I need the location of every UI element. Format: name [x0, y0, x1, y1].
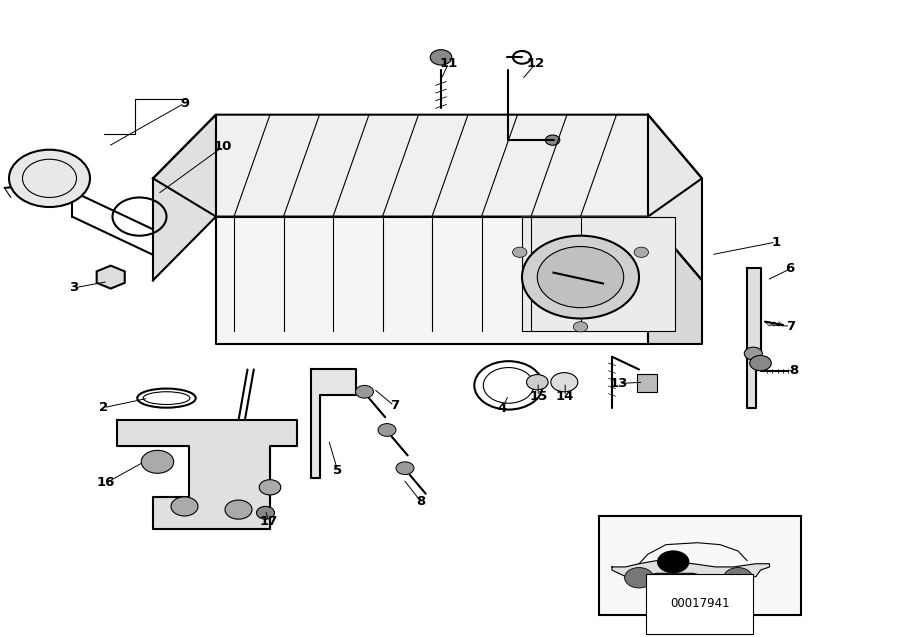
- Polygon shape: [522, 217, 675, 331]
- Text: 11: 11: [439, 57, 457, 70]
- Circle shape: [657, 550, 689, 573]
- Circle shape: [512, 247, 526, 257]
- Circle shape: [537, 247, 624, 308]
- Polygon shape: [153, 115, 216, 280]
- Text: 16: 16: [97, 476, 115, 489]
- Circle shape: [171, 497, 198, 516]
- Text: 17: 17: [259, 515, 277, 527]
- Polygon shape: [310, 369, 356, 478]
- Text: 10: 10: [214, 140, 232, 153]
- Text: 5: 5: [333, 464, 342, 476]
- Circle shape: [259, 480, 281, 495]
- Circle shape: [573, 322, 588, 332]
- FancyBboxPatch shape: [598, 516, 801, 615]
- Polygon shape: [117, 420, 297, 529]
- Text: 3: 3: [69, 282, 78, 294]
- Circle shape: [396, 462, 414, 475]
- Circle shape: [625, 568, 653, 588]
- Text: 1: 1: [771, 236, 780, 248]
- Polygon shape: [747, 268, 760, 408]
- Circle shape: [356, 385, 373, 398]
- Text: 15: 15: [529, 390, 547, 403]
- Text: 7: 7: [786, 320, 795, 333]
- Circle shape: [256, 506, 274, 519]
- Circle shape: [225, 500, 252, 519]
- Circle shape: [430, 50, 452, 65]
- Polygon shape: [153, 115, 702, 217]
- Circle shape: [545, 135, 560, 145]
- Text: 6: 6: [786, 262, 795, 275]
- Text: 7: 7: [390, 399, 399, 412]
- Circle shape: [551, 373, 578, 392]
- Bar: [637, 374, 657, 392]
- Circle shape: [750, 355, 771, 371]
- Polygon shape: [612, 561, 770, 580]
- Text: 13: 13: [610, 377, 628, 390]
- Text: 9: 9: [180, 97, 189, 110]
- Circle shape: [141, 450, 174, 473]
- Circle shape: [724, 568, 752, 588]
- Circle shape: [744, 347, 762, 360]
- Text: 8: 8: [789, 364, 798, 377]
- Polygon shape: [216, 217, 648, 344]
- Polygon shape: [648, 217, 702, 344]
- Text: 12: 12: [526, 57, 544, 70]
- Circle shape: [522, 236, 639, 318]
- Text: 8: 8: [417, 496, 426, 508]
- Circle shape: [526, 375, 548, 390]
- Circle shape: [378, 424, 396, 436]
- Polygon shape: [648, 115, 702, 280]
- Text: 00017941: 00017941: [670, 598, 730, 610]
- Text: 14: 14: [556, 390, 574, 403]
- Text: 4: 4: [498, 403, 507, 415]
- Circle shape: [634, 247, 649, 257]
- Circle shape: [9, 150, 90, 207]
- Text: 2: 2: [99, 401, 108, 414]
